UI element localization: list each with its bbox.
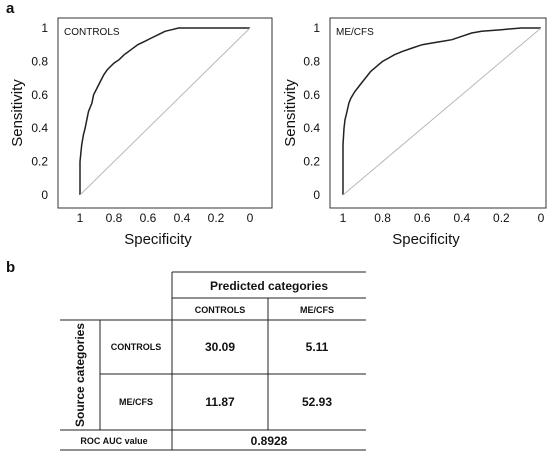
auc-label: ROC AUC value	[80, 436, 147, 446]
x-tick-label: 0.8	[106, 211, 123, 225]
roc-curve	[79, 27, 250, 195]
x-tick-label: 0	[247, 211, 254, 225]
y-tick-label: 0.8	[31, 54, 48, 68]
y-tick-label: 1	[313, 21, 320, 35]
x-axis-title: Specificity	[392, 231, 460, 248]
y-tick-label: 0.4	[31, 121, 48, 135]
reference-diagonal	[342, 27, 542, 196]
x-tick-label: 1	[340, 211, 347, 225]
reference-diagonal	[79, 27, 251, 196]
cell-mecfs-mecfs: 52.93	[302, 395, 332, 409]
x-tick-label: 0.4	[453, 211, 470, 225]
curves	[79, 27, 251, 196]
y-tick-labels: 0 0.2 0.4 0.6 0.8 1	[31, 21, 48, 202]
y-tick-label: 1	[41, 21, 48, 35]
source-categories-header: Source categories	[73, 323, 87, 427]
y-tick-label: 0.2	[303, 155, 320, 169]
x-axis-title: Specificity	[124, 231, 192, 248]
y-tick-label: 0.4	[303, 121, 320, 135]
x-tick-label: 0.6	[414, 211, 431, 225]
plot-frame	[329, 17, 547, 209]
row-label-controls: CONTROLS	[111, 342, 162, 352]
y-axis-title: Sensitivity	[282, 79, 299, 147]
roc-chart-controls: 0 0.2 0.4 0.6 0.8 1 1 0.8 0.6 0.4 0.2 0 CONTROLS S…	[9, 17, 273, 248]
curves	[342, 27, 542, 196]
x-tick-label: 0.4	[174, 211, 191, 225]
panel-b-letter: b	[6, 259, 15, 276]
chart-inner-label: CONTROLS	[64, 27, 120, 38]
x-tick-label: 0.8	[374, 211, 391, 225]
predicted-categories-header: Predicted categories	[210, 279, 328, 293]
x-tick-labels: 1 0.8 0.6 0.4 0.2 0	[77, 211, 254, 225]
plot-frame	[57, 17, 273, 209]
auc-value: 0.8928	[251, 434, 288, 448]
confusion-table: Predicted categories CONTROLS ME/CFS Sou…	[60, 271, 366, 451]
row-label-mecfs: ME/CFS	[119, 397, 153, 407]
x-tick-label: 0.6	[140, 211, 157, 225]
chart-inner-label: ME/CFS	[336, 27, 374, 38]
y-tick-label: 0	[41, 188, 48, 202]
y-tick-label: 0.8	[303, 54, 320, 68]
y-tick-label: 0.6	[303, 88, 320, 102]
cell-controls-mecfs: 5.11	[306, 340, 329, 354]
cell-controls-controls: 30.09	[205, 340, 235, 354]
x-tick-labels: 1 0.8 0.6 0.4 0.2 0	[340, 211, 545, 225]
x-tick-label: 1	[77, 211, 84, 225]
x-tick-label: 0	[538, 211, 545, 225]
y-tick-label: 0.2	[31, 155, 48, 169]
x-tick-label: 0.2	[493, 211, 510, 225]
roc-chart-mecfs: 0 0.2 0.4 0.6 0.8 1 1 0.8 0.6 0.4 0.2 0 ME/CFS Spe…	[282, 17, 547, 248]
col-header-mecfs: ME/CFS	[300, 305, 334, 315]
cell-mecfs-controls: 11.87	[205, 395, 235, 409]
x-tick-label: 0.2	[208, 211, 225, 225]
roc-curve	[342, 27, 541, 195]
y-tick-label: 0.6	[31, 88, 48, 102]
y-tick-labels: 0 0.2 0.4 0.6 0.8 1	[303, 21, 320, 202]
y-axis-title: Sensitivity	[9, 79, 26, 147]
col-header-controls: CONTROLS	[195, 305, 246, 315]
panel-a-letter: a	[6, 0, 15, 17]
y-tick-label: 0	[313, 188, 320, 202]
